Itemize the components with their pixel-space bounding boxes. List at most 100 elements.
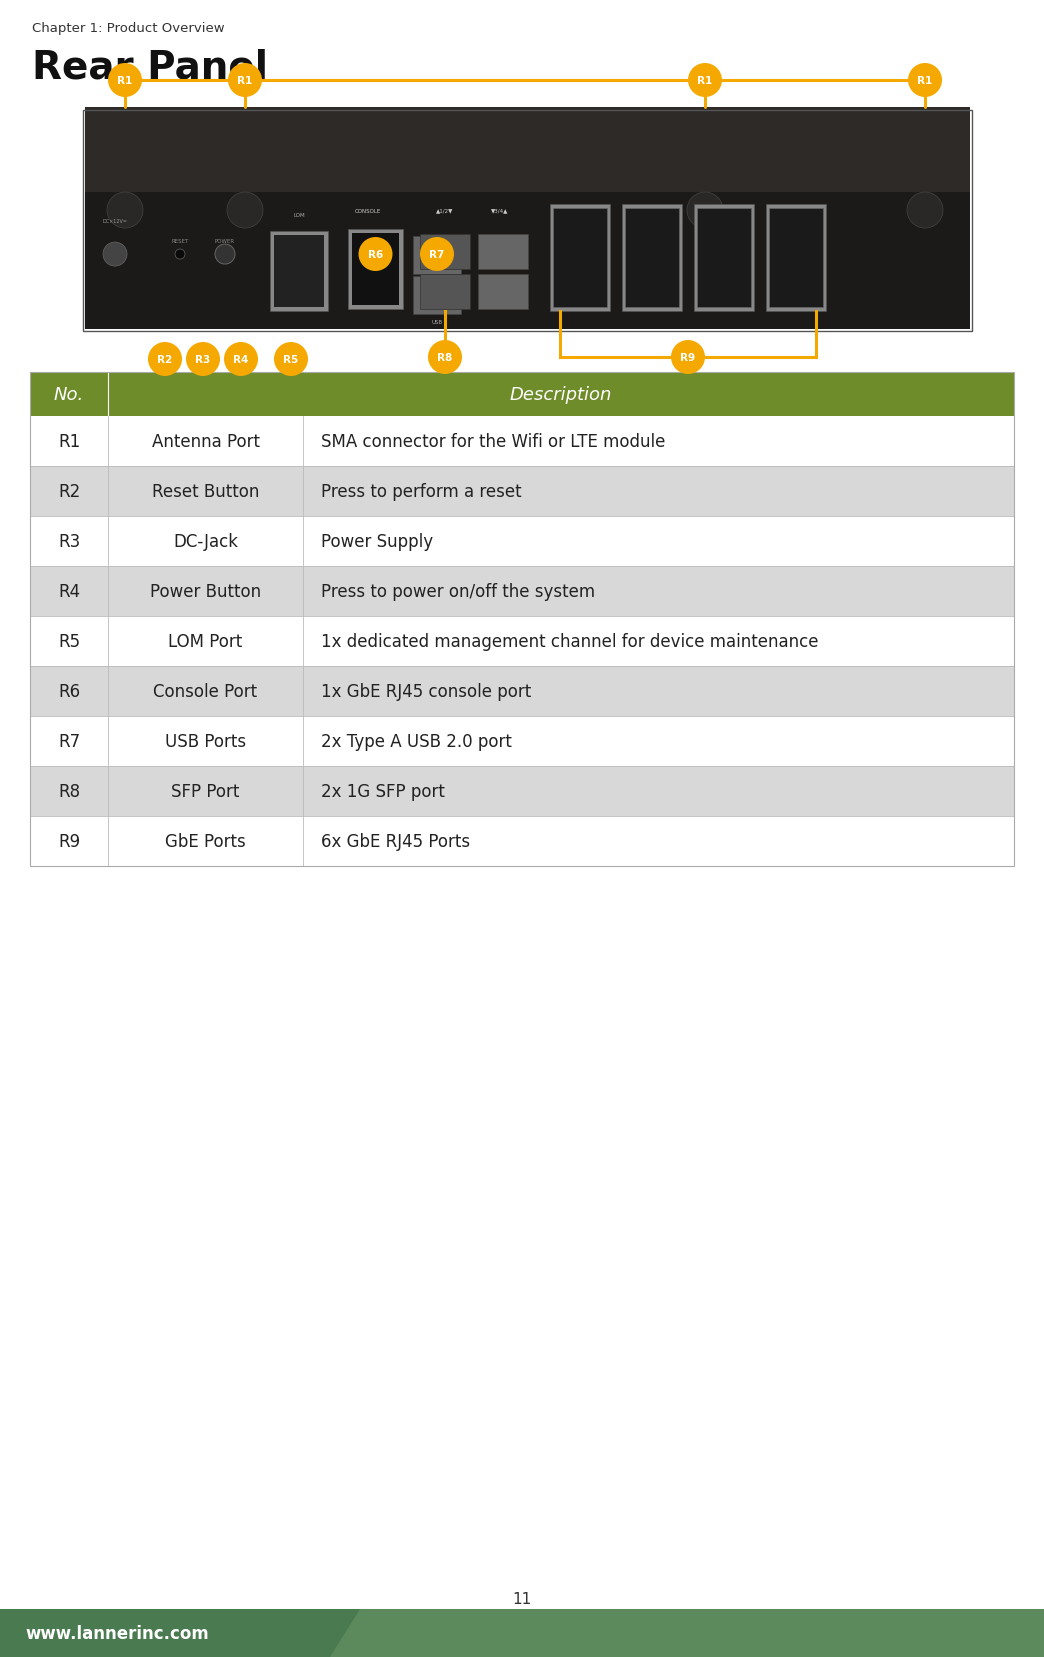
Circle shape: [148, 343, 182, 376]
Polygon shape: [0, 1609, 360, 1657]
Circle shape: [687, 192, 723, 229]
Text: ▼3/4▲: ▼3/4▲: [492, 209, 508, 214]
Bar: [420, 235, 470, 270]
Bar: [420, 275, 470, 310]
Text: R2: R2: [158, 355, 172, 365]
Text: R1: R1: [117, 76, 133, 86]
Text: R8: R8: [57, 782, 80, 800]
Circle shape: [103, 244, 127, 267]
Text: R1: R1: [697, 76, 713, 86]
Text: DC-Jack: DC-Jack: [173, 532, 238, 550]
Text: R1: R1: [918, 76, 932, 86]
Text: 5: 5: [577, 207, 583, 214]
Circle shape: [224, 343, 258, 376]
Bar: [30, 418, 1014, 467]
Circle shape: [671, 341, 705, 374]
Text: R5: R5: [283, 355, 299, 365]
Text: R4: R4: [233, 355, 248, 365]
Bar: [30, 716, 1014, 767]
Text: Chapter 1: Product Overview: Chapter 1: Product Overview: [32, 22, 224, 35]
Bar: [478, 275, 528, 310]
Circle shape: [908, 65, 942, 98]
Text: R4: R4: [57, 583, 80, 600]
Text: 7: 7: [721, 207, 727, 214]
Text: 2x 1G SFP port: 2x 1G SFP port: [321, 782, 445, 800]
Text: Description: Description: [509, 386, 612, 404]
Text: Console Port: Console Port: [153, 683, 258, 701]
Text: R5: R5: [57, 633, 80, 651]
Text: 1x dedicated management channel for device maintenance: 1x dedicated management channel for devi…: [321, 633, 818, 651]
Circle shape: [428, 341, 462, 374]
Polygon shape: [85, 108, 970, 192]
Text: 11: 11: [513, 1591, 531, 1607]
Text: POWER: POWER: [215, 239, 235, 244]
Circle shape: [274, 343, 308, 376]
Bar: [274, 235, 324, 308]
Text: SMA connector for the Wifi or LTE module: SMA connector for the Wifi or LTE module: [321, 432, 665, 451]
Text: ▲1/2▼: ▲1/2▼: [436, 209, 454, 214]
Text: R1: R1: [237, 76, 253, 86]
Text: No.: No.: [54, 386, 85, 404]
Bar: [478, 235, 528, 270]
Circle shape: [227, 192, 263, 229]
Text: 2x Type A USB 2.0 port: 2x Type A USB 2.0 port: [321, 732, 512, 751]
Bar: [697, 209, 751, 308]
Text: 6x GbE RJ45 Ports: 6x GbE RJ45 Ports: [321, 832, 470, 850]
Bar: [30, 767, 1014, 817]
Bar: [413, 277, 461, 315]
Bar: [553, 209, 607, 308]
Text: Power Button: Power Button: [150, 583, 261, 600]
Text: R7: R7: [57, 732, 80, 751]
Text: LOM Port: LOM Port: [168, 633, 242, 651]
Bar: [270, 232, 328, 312]
Text: Antenna Port: Antenna Port: [151, 432, 260, 451]
Bar: [30, 517, 1014, 567]
Text: R3: R3: [195, 355, 211, 365]
Bar: [30, 616, 1014, 666]
Text: USB Ports: USB Ports: [165, 732, 246, 751]
Bar: [694, 205, 754, 312]
Text: RESET: RESET: [171, 239, 189, 244]
Text: 1x GbE RJ45 console port: 1x GbE RJ45 console port: [321, 683, 531, 701]
Text: SFP Port: SFP Port: [171, 782, 240, 800]
Text: DC×12V=: DC×12V=: [102, 219, 127, 224]
Bar: [625, 209, 679, 308]
Bar: [30, 373, 1014, 418]
Circle shape: [186, 343, 220, 376]
Text: R9: R9: [57, 832, 80, 850]
Circle shape: [175, 250, 185, 260]
Circle shape: [420, 239, 454, 272]
Text: Rear Panel: Rear Panel: [32, 48, 268, 86]
Text: Reset Button: Reset Button: [151, 482, 259, 500]
Bar: [30, 666, 1014, 716]
Bar: [622, 205, 682, 312]
Text: R3: R3: [57, 532, 80, 550]
Text: R8: R8: [437, 353, 453, 363]
Text: R2: R2: [57, 482, 80, 500]
Text: 6: 6: [649, 207, 655, 214]
Bar: [0, 1609, 1044, 1657]
Circle shape: [358, 239, 393, 272]
Text: Press to perform a reset: Press to perform a reset: [321, 482, 522, 500]
Text: Press to power on/off the system: Press to power on/off the system: [321, 583, 595, 600]
Text: USB: USB: [431, 320, 443, 325]
Bar: [30, 817, 1014, 867]
Text: www.lannerinc.com: www.lannerinc.com: [25, 1624, 209, 1642]
Text: CONSOLE: CONSOLE: [355, 209, 381, 214]
Polygon shape: [85, 192, 970, 330]
Text: R7: R7: [429, 250, 445, 260]
Bar: [30, 567, 1014, 616]
Text: R9: R9: [681, 353, 695, 363]
Text: R6: R6: [57, 683, 80, 701]
Text: 8: 8: [793, 207, 799, 214]
Bar: [413, 237, 461, 275]
Text: LOM: LOM: [293, 212, 305, 217]
Text: GbE Ports: GbE Ports: [165, 832, 246, 850]
Bar: [30, 373, 1014, 867]
Text: Power Supply: Power Supply: [321, 532, 433, 550]
Bar: [766, 205, 826, 312]
Circle shape: [688, 65, 722, 98]
Circle shape: [108, 65, 142, 98]
Text: R1: R1: [57, 432, 80, 451]
Bar: [769, 209, 823, 308]
